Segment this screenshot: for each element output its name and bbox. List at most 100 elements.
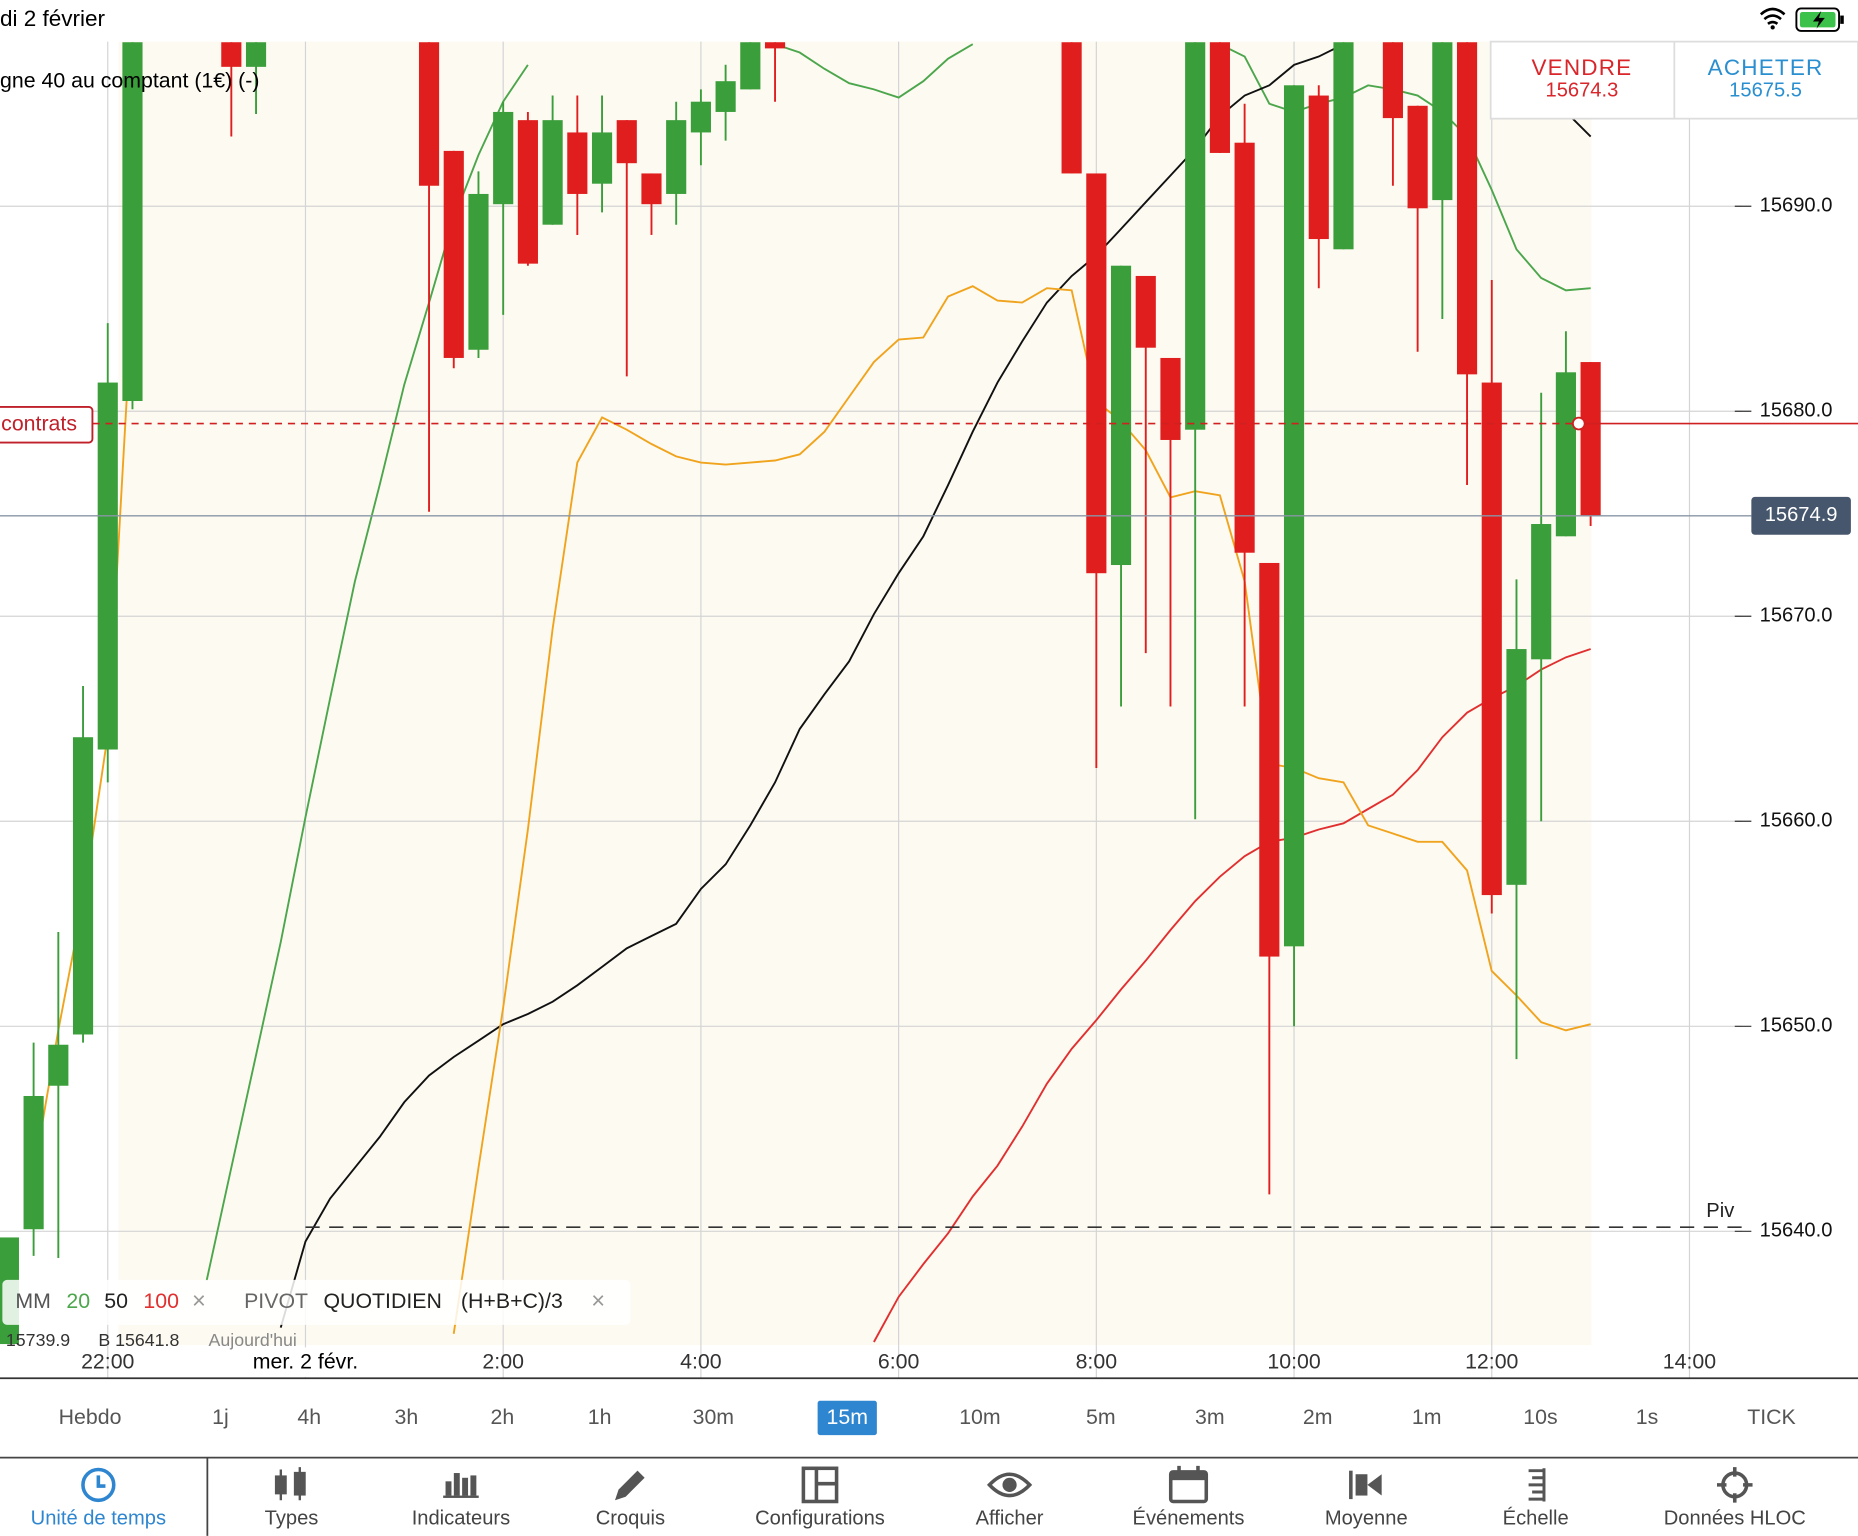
toolbar-icon[interactable] (443, 1473, 479, 1498)
sell-label[interactable]: VENDRE (1531, 55, 1632, 80)
candle-body (1160, 357, 1181, 440)
candle-body (221, 42, 242, 67)
date-badge (241, 1347, 370, 1378)
order-badge[interactable] (0, 406, 94, 444)
icon-shape (1170, 1471, 1207, 1481)
toolbar-icon[interactable] (614, 1470, 645, 1501)
toolbar-icon[interactable] (1168, 1465, 1209, 1504)
timeframe-button[interactable]: 30m (693, 1405, 734, 1429)
timeframe-button[interactable]: 1m (1412, 1405, 1442, 1429)
timeframe-button[interactable]: TICK (1747, 1405, 1796, 1429)
toolbar-button[interactable]: Indicateurs (412, 1508, 510, 1530)
icon-shape (81, 1467, 116, 1503)
candle-body (443, 150, 464, 358)
candle-body (245, 42, 267, 67)
icon-shape (445, 1481, 452, 1496)
toolbar: Unité de temps Types Indicateurs Croquis Con… (31, 1465, 1806, 1530)
candle-body (1555, 372, 1576, 537)
y-tick-label: 15660.0 (1760, 810, 1833, 832)
timeframe-button[interactable]: Hebdo (59, 1405, 122, 1429)
x-tick-label: 2:00 (482, 1349, 524, 1373)
timeframe-button[interactable]: 2h (491, 1405, 515, 1429)
icon-shape (1716, 1467, 1753, 1503)
status-bar (0, 0, 1858, 41)
toolbar-button[interactable]: Données HLOC (1664, 1508, 1806, 1530)
toolbar-icon[interactable] (1349, 1470, 1382, 1500)
toolbar-button[interactable]: Afficher (976, 1508, 1044, 1530)
icon-shape (614, 1470, 645, 1501)
timeframe-button[interactable]: 3m (1195, 1405, 1225, 1429)
order-label[interactable]: contrats (1, 411, 77, 435)
remove-pivot[interactable]: × (591, 1289, 605, 1315)
timeframe-button[interactable]: 3h (395, 1405, 419, 1429)
timeframe-button[interactable]: 15m (827, 1405, 868, 1429)
candle-body (493, 111, 514, 205)
order-handle[interactable] (1571, 416, 1586, 431)
timeframe-button[interactable]: 4h (297, 1405, 321, 1429)
quote-box[interactable]: VENDRE 15674.3 ACHETER 15675.5 (1489, 40, 1858, 120)
x-tick-label: 12:00 (1465, 1349, 1518, 1373)
icon-shape (1367, 1474, 1382, 1496)
remove-ma[interactable]: × (192, 1289, 206, 1315)
y-tick-label: 15650.0 (1760, 1015, 1833, 1037)
timeframe-button[interactable]: 1j (212, 1405, 229, 1429)
candle-body (715, 81, 736, 112)
toolbar-icon[interactable] (1528, 1468, 1546, 1502)
candle-body (1308, 95, 1329, 240)
pivot-label: PIVOT (244, 1289, 308, 1313)
toolbar-icon[interactable] (81, 1467, 116, 1503)
toolbar-icon[interactable] (986, 1472, 1033, 1498)
buy-price[interactable]: 15675.5 (1729, 80, 1802, 102)
candle-body (1086, 173, 1107, 574)
timeframe-button[interactable]: 10s (1523, 1405, 1557, 1429)
pivot-value: Aujourd'hui (209, 1330, 297, 1350)
candle-body (122, 42, 143, 402)
buy-label[interactable]: ACHETER (1708, 55, 1824, 80)
timeframe-highlight (817, 1400, 877, 1436)
ma-line (205, 43, 1591, 1281)
timeframe-button[interactable]: 1s (1636, 1405, 1659, 1429)
status-icons (1759, 7, 1844, 32)
candle-body (23, 1095, 44, 1230)
candle-body (666, 120, 687, 194)
candle-body (72, 737, 94, 1035)
x-tick-label: mer. 2 févr. (253, 1349, 358, 1373)
y-tick-label: 15690.0 (1760, 195, 1833, 217)
y-tick-label: 15640.0 (1760, 1220, 1833, 1242)
last-price-label: 15674.9 (1765, 504, 1838, 526)
pivot-period: QUOTIDIEN (323, 1289, 441, 1313)
timeframe-button[interactable]: 5m (1086, 1405, 1116, 1429)
toolbar-button[interactable]: Moyenne (1325, 1508, 1408, 1530)
sell-price[interactable]: 15674.3 (1546, 80, 1619, 102)
toolbar-button[interactable]: Événements (1133, 1507, 1245, 1530)
icon-shape (1002, 1477, 1017, 1493)
toolbar-button[interactable]: Échelle (1503, 1507, 1569, 1530)
plot (0, 42, 1601, 1345)
toolbar-button[interactable]: Unité de temps (31, 1508, 166, 1530)
indicator-legend: MM 20 50 100 × PIVOT QUOTIDIEN (H+B+C)/3… (2, 1279, 631, 1350)
toolbar-icon[interactable] (801, 1466, 839, 1504)
x-tick-label: 14:00 (1663, 1349, 1716, 1373)
timeframe-button[interactable]: 2m (1303, 1405, 1333, 1429)
timeframe-button[interactable]: 10m (959, 1405, 1000, 1429)
candle-body (1456, 42, 1478, 375)
candle-body (764, 42, 786, 49)
icon-shape (814, 1468, 837, 1502)
toolbar-icon[interactable] (1716, 1467, 1753, 1503)
instrument-name: gne 40 au comptant (1€) (-) (0, 69, 259, 93)
candle-body (418, 42, 440, 186)
toolbar-icon[interactable] (274, 1467, 306, 1501)
candle-body (740, 42, 761, 90)
toolbar-button[interactable]: Configurations (755, 1508, 885, 1530)
legend-entry: 50 (104, 1289, 128, 1313)
toolbar-button[interactable]: Croquis (596, 1508, 665, 1530)
timeframe-bar: Hebdo 1j 4h 3h 2h 1h 30m 15m 10m 5m 3m 2m 1m 10s 1s TIC… (59, 1400, 1796, 1436)
candle-body (1185, 42, 1206, 430)
candle-body (567, 132, 588, 194)
candle-body (468, 193, 489, 350)
timeframe-button[interactable]: 1h (588, 1405, 612, 1429)
x-tick-label: 8:00 (1076, 1349, 1118, 1373)
candle-body (690, 101, 711, 133)
toolbar-button[interactable]: Types (265, 1508, 319, 1530)
candle-body (1061, 42, 1082, 174)
